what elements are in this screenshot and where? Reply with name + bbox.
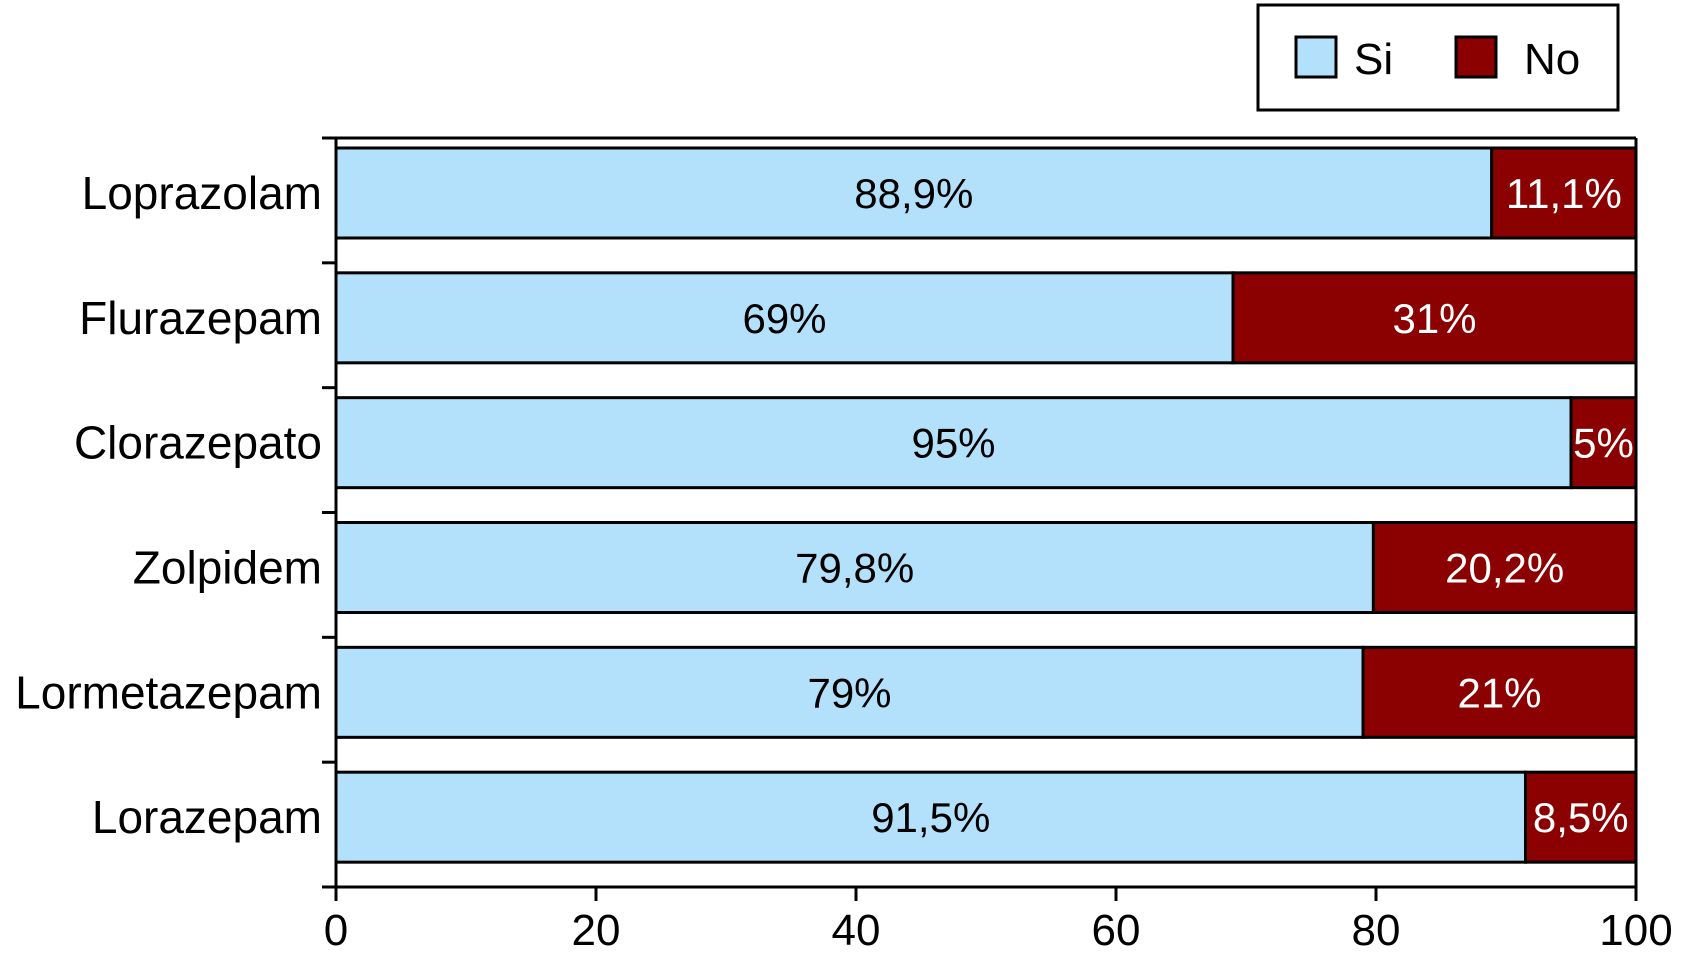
x-tick-label-20: 20 — [572, 906, 621, 955]
bar-no-lormetazepam — [1361, 645, 1638, 739]
x-tick-label-80: 80 — [1352, 906, 1401, 955]
x-tick-label-0: 0 — [324, 906, 348, 955]
data-label-si-loprazolam: 88,9% — [854, 170, 973, 217]
data-label-si-clorazepato: 95% — [911, 420, 995, 467]
bar-si-loprazolam — [334, 146, 1494, 240]
x-tick-label-40: 40 — [832, 906, 881, 955]
axes-group: 0 20 40 60 80 100 — [322, 136, 1673, 955]
legend-swatch-no — [1454, 35, 1498, 79]
data-label-si-lormetazepam: 79% — [807, 669, 891, 716]
data-label-no-clorazepato: 5% — [1573, 420, 1634, 467]
category-label-zolpidem: Zolpidem — [133, 542, 322, 594]
category-label-lormetazepam: Lormetazepam — [15, 666, 322, 718]
data-label-si-lorazepam: 91,5% — [871, 794, 990, 841]
bar-si-clorazepato — [334, 396, 1573, 490]
legend-label-no: No — [1524, 35, 1580, 84]
category-label-clorazepato: Clorazepato — [74, 417, 322, 469]
bar-si-flurazepam — [334, 271, 1235, 365]
data-label-no-loprazolam: 11,1% — [1506, 170, 1622, 217]
category-label-lorazepam: Lorazepam — [92, 791, 322, 843]
legend-swatch-si — [1294, 35, 1338, 79]
legend-label-si: Si — [1354, 35, 1393, 84]
bars-group — [334, 146, 1638, 864]
x-tick-label-60: 60 — [1092, 906, 1141, 955]
bar-no-loprazolam — [1490, 146, 1638, 240]
bar-no-lorazepam — [1524, 770, 1638, 864]
data-label-no-lorazepam: 8,5% — [1533, 794, 1629, 841]
bar-si-lorazepam — [334, 770, 1527, 864]
data-label-si-zolpidem: 79,8% — [795, 545, 914, 592]
category-labels-group: Loprazolam Flurazepam Clorazepato Zolpidem L… — [15, 167, 322, 843]
data-label-si-flurazepam: 69% — [742, 295, 826, 342]
bar-no-zolpidem — [1371, 521, 1638, 614]
category-label-flurazepam: Flurazepam — [79, 292, 322, 344]
x-tick-label-100: 100 — [1599, 906, 1672, 955]
category-label-loprazolam: Loprazolam — [82, 167, 322, 219]
bar-no-flurazepam — [1231, 271, 1638, 365]
data-label-no-lormetazepam: 21% — [1457, 669, 1541, 716]
legend: Si No — [1256, 3, 1620, 112]
data-label-no-zolpidem: 20,2% — [1445, 545, 1564, 592]
data-label-no-flurazepam: 31% — [1392, 295, 1476, 342]
bar-labels-group: 88,9% 11,1% 69% 31% 95% 5% 79,8% 20,2% 79% 21% 91,… — [742, 170, 1633, 841]
